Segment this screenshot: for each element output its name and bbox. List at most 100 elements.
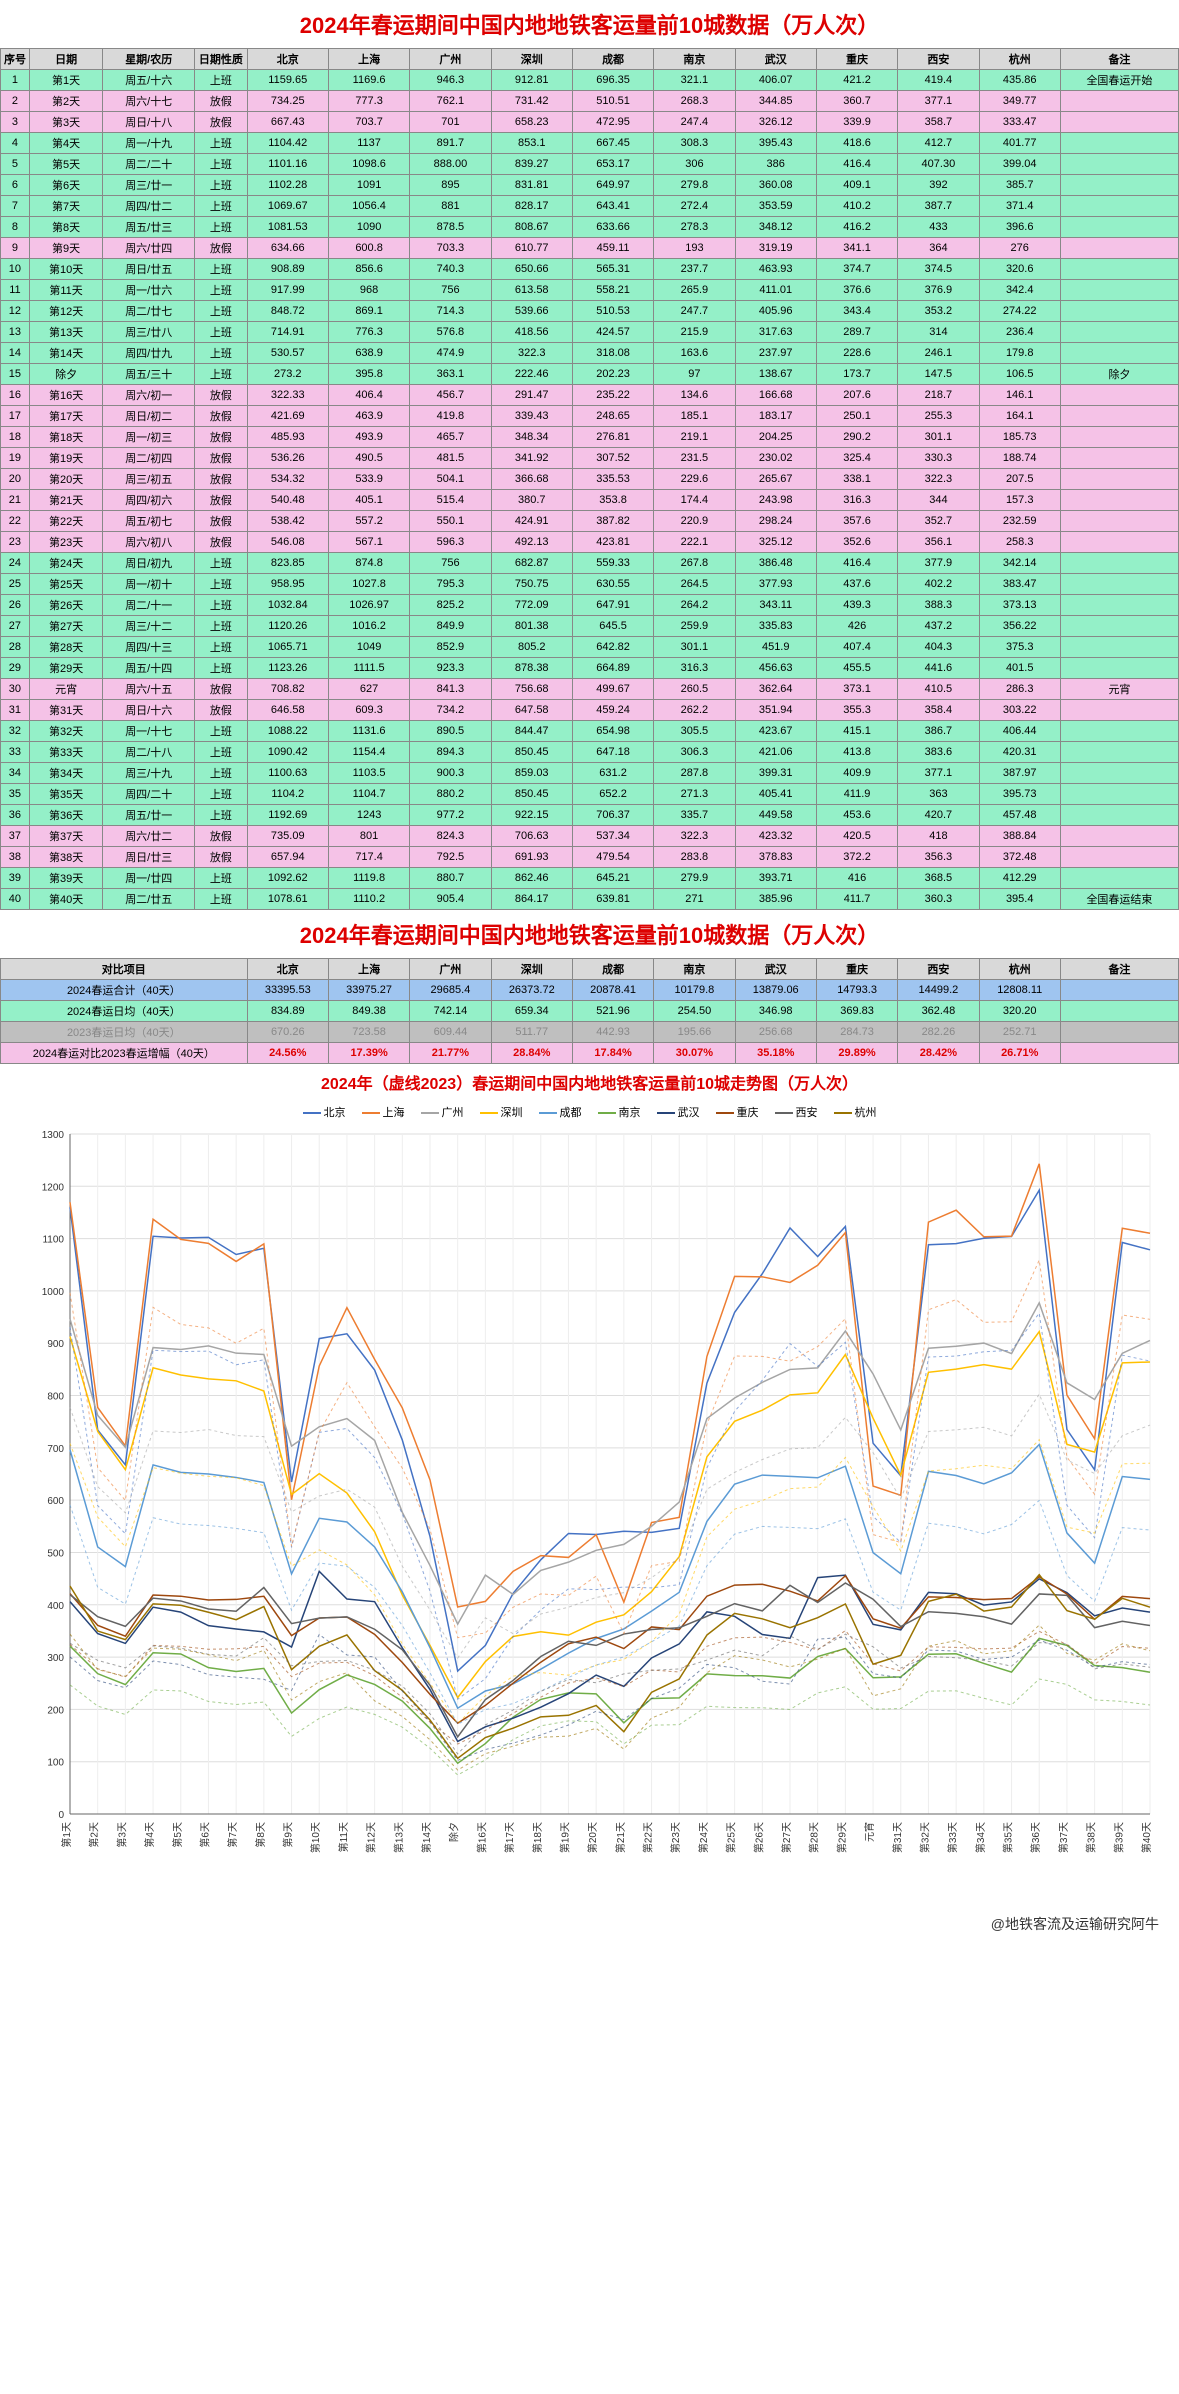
svg-text:第19天: 第19天 <box>558 1822 571 1853</box>
summary-table: 对比项目北京上海广州深圳成都南京武汉重庆西安杭州备注 2024春运合计（40天）… <box>0 958 1179 1064</box>
svg-text:第26天: 第26天 <box>752 1822 765 1853</box>
svg-text:第40天: 第40天 <box>1140 1822 1153 1853</box>
svg-text:1200: 1200 <box>41 1182 64 1193</box>
svg-text:900: 900 <box>47 1339 64 1350</box>
svg-text:第13天: 第13天 <box>392 1822 405 1853</box>
col-header: 武汉 <box>735 49 816 70</box>
table-row: 22第22天周五/初七放假538.42557.2550.1424.91387.8… <box>1 511 1179 532</box>
legend-item: 重庆 <box>716 1107 759 1119</box>
legend-item: 西安 <box>775 1107 818 1119</box>
line-chart: 0100200300400500600700800900100011001200… <box>20 1124 1160 1904</box>
legend-item: 武汉 <box>657 1107 700 1119</box>
svg-text:第23天: 第23天 <box>669 1822 682 1853</box>
svg-text:第7天: 第7天 <box>226 1822 239 1848</box>
table-row: 18第18天周一/初三放假485.93493.9465.7348.34276.8… <box>1 427 1179 448</box>
svg-text:第18天: 第18天 <box>530 1822 543 1853</box>
svg-text:0: 0 <box>58 1810 64 1821</box>
svg-text:第16天: 第16天 <box>475 1822 488 1853</box>
svg-text:第5天: 第5天 <box>170 1822 183 1848</box>
col-header: 北京 <box>247 49 328 70</box>
table-row: 13第13天周三/廿八上班714.91776.3576.8418.56424.5… <box>1 322 1179 343</box>
legend-item: 上海 <box>362 1107 405 1119</box>
summary-title: 2024年春运期间中国内地地铁客运量前10城数据（万人次） <box>0 910 1179 958</box>
svg-text:1100: 1100 <box>42 1235 64 1246</box>
table-row: 33第33天周二/十八上班1090.421154.4894.3850.45647… <box>1 742 1179 763</box>
table-row: 7第7天周四/廿二上班1069.671056.4881828.17643.412… <box>1 196 1179 217</box>
summary-row: 2024春运对比2023春运增幅（40天）24.56%17.39%21.77%2… <box>1 1043 1179 1064</box>
svg-text:第6天: 第6天 <box>198 1822 211 1848</box>
chart-title: 2024年（虚线2023）春运期间中国内地地铁客运量前10城走势图（万人次） <box>0 1064 1179 1100</box>
table-row: 28第28天周四/十三上班1065.711049852.9805.2642.82… <box>1 637 1179 658</box>
svg-text:第1天: 第1天 <box>60 1822 73 1848</box>
svg-text:第10天: 第10天 <box>309 1822 322 1853</box>
svg-text:第22天: 第22天 <box>641 1822 654 1853</box>
table-row: 19第19天周二/初四放假536.26490.5481.5341.92307.5… <box>1 448 1179 469</box>
svg-text:300: 300 <box>47 1653 64 1664</box>
svg-text:700: 700 <box>47 1444 64 1455</box>
table-row: 29第29天周五/十四上班1123.261111.5923.3878.38664… <box>1 658 1179 679</box>
svg-text:第17天: 第17天 <box>503 1822 516 1853</box>
col-header: 西安 <box>898 49 979 70</box>
table-row: 34第34天周三/十九上班1100.631103.5900.3859.03631… <box>1 763 1179 784</box>
svg-text:第20天: 第20天 <box>586 1822 599 1853</box>
table-row: 5第5天周二/二十上班1101.161098.6888.00839.27653.… <box>1 154 1179 175</box>
svg-text:第24天: 第24天 <box>696 1822 709 1853</box>
svg-text:第29天: 第29天 <box>835 1822 848 1853</box>
svg-text:600: 600 <box>47 1496 64 1507</box>
col-header: 星期/农历 <box>103 49 195 70</box>
col-header: 南京 <box>654 49 735 70</box>
table-row: 12第12天周二/廿七上班848.72869.1714.3539.66510.5… <box>1 301 1179 322</box>
svg-text:第38天: 第38天 <box>1084 1822 1097 1853</box>
table-row: 26第26天周二/十一上班1032.841026.97825.2772.0964… <box>1 595 1179 616</box>
legend-item: 成都 <box>539 1107 582 1119</box>
svg-text:第21天: 第21天 <box>613 1822 626 1853</box>
svg-text:元宵: 元宵 <box>863 1822 876 1842</box>
legend-item: 深圳 <box>480 1107 523 1119</box>
table-row: 36第36天周五/廿一上班1192.691243977.2922.15706.3… <box>1 805 1179 826</box>
svg-text:第33天: 第33天 <box>946 1822 959 1853</box>
svg-text:第39天: 第39天 <box>1112 1822 1125 1853</box>
col-header: 深圳 <box>491 49 572 70</box>
legend-item: 北京 <box>303 1107 346 1119</box>
svg-text:200: 200 <box>47 1705 64 1716</box>
legend-item: 南京 <box>598 1107 641 1119</box>
table-row: 27第27天周三/十二上班1120.261016.2849.9801.38645… <box>1 616 1179 637</box>
svg-text:第9天: 第9天 <box>281 1822 294 1848</box>
col-header: 上海 <box>328 49 409 70</box>
table-row: 8第8天周五/廿三上班1081.531090878.5808.67633.662… <box>1 217 1179 238</box>
table-row: 11第11天周一/廿六上班917.99968756613.58558.21265… <box>1 280 1179 301</box>
svg-text:1300: 1300 <box>41 1130 64 1141</box>
col-header: 重庆 <box>816 49 897 70</box>
chart-legend: 北京 上海 广州 深圳 成都 南京 武汉 重庆 西安 杭州 <box>0 1100 1179 1124</box>
table-row: 25第25天周一/初十上班958.951027.8795.3750.75630.… <box>1 574 1179 595</box>
table-row: 2第2天周六/十七放假734.25777.3762.1731.42510.512… <box>1 91 1179 112</box>
svg-text:第2天: 第2天 <box>87 1822 100 1848</box>
svg-text:第14天: 第14天 <box>420 1822 433 1853</box>
table-row: 9第9天周六/廿四放假634.66600.8703.3610.77459.111… <box>1 238 1179 259</box>
table-row: 14第14天周四/廿九上班530.57638.9474.9322.3318.08… <box>1 343 1179 364</box>
svg-text:第36天: 第36天 <box>1029 1822 1042 1853</box>
svg-text:第31天: 第31天 <box>890 1822 903 1853</box>
legend-item: 广州 <box>421 1107 464 1119</box>
svg-text:第37天: 第37天 <box>1056 1822 1069 1853</box>
legend-item: 杭州 <box>834 1107 877 1119</box>
table-row: 6第6天周三/廿一上班1102.281091895831.81649.97279… <box>1 175 1179 196</box>
table-row: 4第4天周一/十九上班1104.421137891.7853.1667.4530… <box>1 133 1179 154</box>
table-row: 23第23天周六/初八放假546.08567.1596.3492.13423.8… <box>1 532 1179 553</box>
table-row: 31第31天周日/十六放假646.58609.3734.2647.58459.2… <box>1 700 1179 721</box>
table-row: 32第32天周一/十七上班1088.221131.6890.5844.47654… <box>1 721 1179 742</box>
table-row: 1第1天周五/十六上班1159.651169.6946.3912.81696.3… <box>1 70 1179 91</box>
footer-credit: @地铁客流及运输研究阿牛 <box>0 1904 1179 1944</box>
svg-text:第34天: 第34天 <box>973 1822 986 1853</box>
svg-text:第35天: 第35天 <box>1001 1822 1014 1853</box>
summary-row: 2023春运日均（40天）670.26723.58609.44511.77442… <box>1 1022 1179 1043</box>
table-row: 38第38天周日/廿三放假657.94717.4792.5691.93479.5… <box>1 847 1179 868</box>
svg-text:第12天: 第12天 <box>364 1822 377 1853</box>
table-row: 20第20天周三/初五放假534.32533.9504.1366.68335.5… <box>1 469 1179 490</box>
svg-text:第3天: 第3天 <box>115 1822 128 1848</box>
summary-row: 2024春运日均（40天）834.89849.38742.14659.34521… <box>1 1001 1179 1022</box>
table-row: 15除夕周五/三十上班273.2395.8363.1222.46202.2397… <box>1 364 1179 385</box>
table-row: 3第3天周日/十八放假667.43703.7701658.23472.95247… <box>1 112 1179 133</box>
table-row: 30元宵周六/十五放假708.82627841.3756.68499.67260… <box>1 679 1179 700</box>
table-row: 40第40天周二/廿五上班1078.611110.2905.4864.17639… <box>1 889 1179 910</box>
